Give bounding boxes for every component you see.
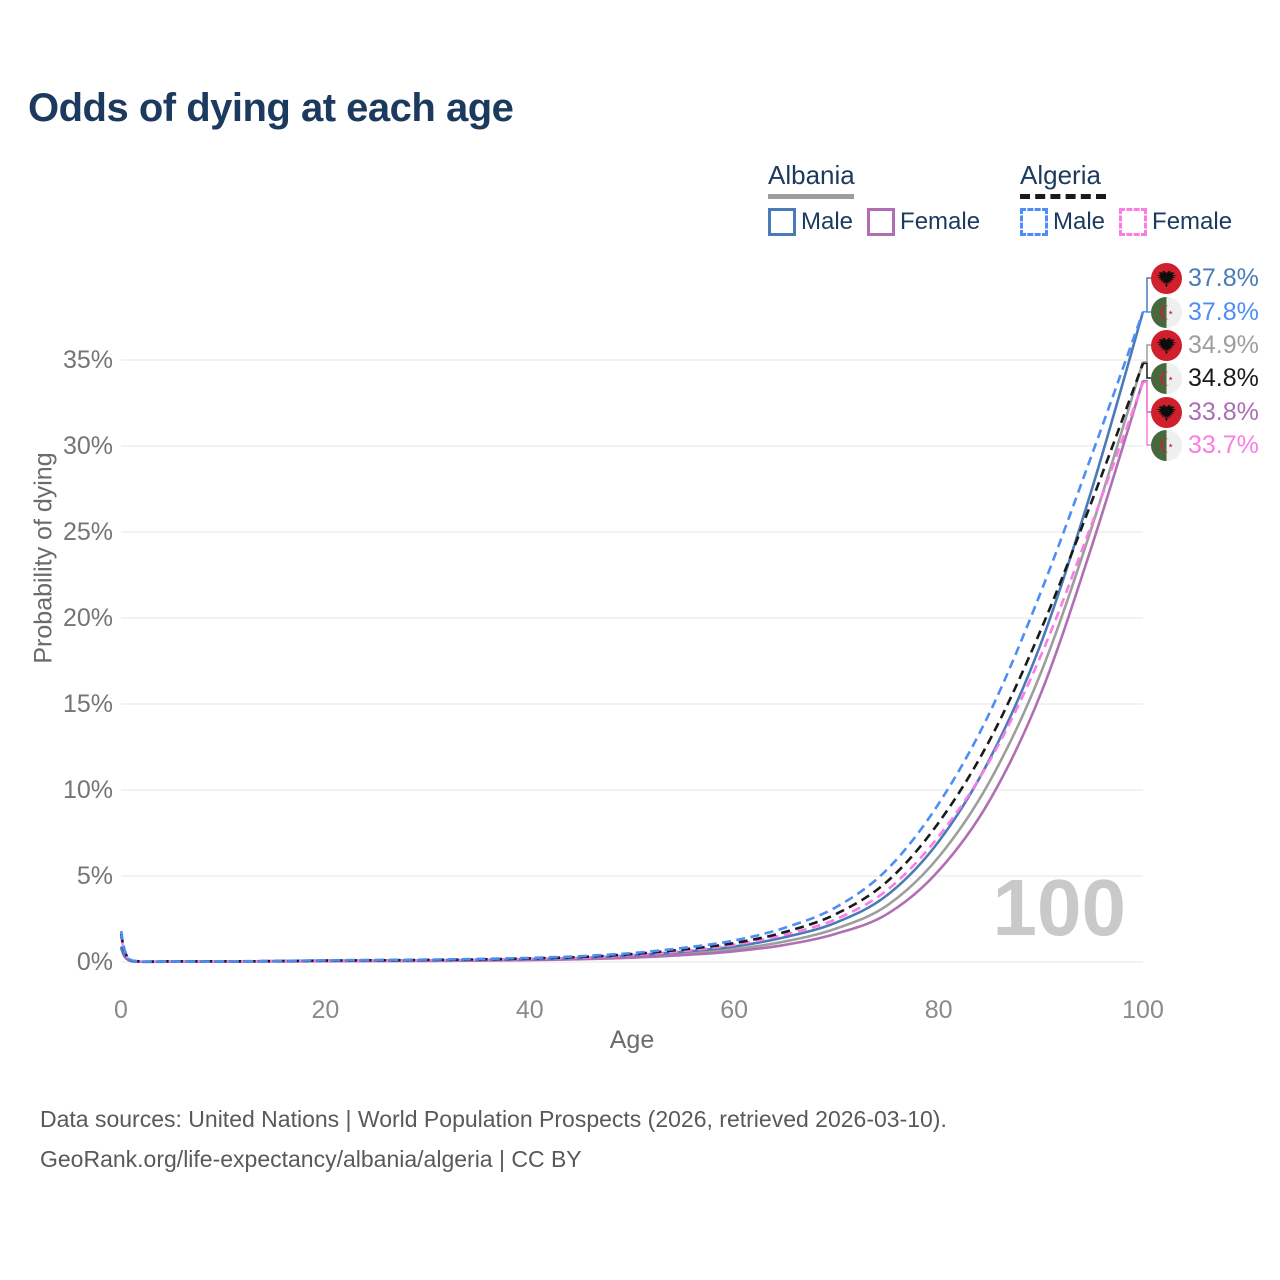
label-connector [1143,344,1151,363]
y-tick-label: 20% [62,604,113,632]
x-tick-label: 20 [311,996,340,1024]
legend-item-albania-female[interactable]: Female [867,208,980,236]
y-tick-label: 0% [76,948,113,976]
footer-attribution-link: GeoRank.org/life-expectancy/albania/alge… [40,1146,582,1172]
albania-female-swatch-icon [867,208,896,236]
label-connector [1143,277,1151,313]
label-connector [1143,381,1151,446]
x-tick-label: 0 [114,996,128,1024]
albania-flag-icon [1151,262,1182,294]
footer-data-sources: Data sources: United Nations | World Pop… [40,1106,947,1132]
algeria-flag-icon [1151,296,1182,328]
algeria-female-swatch-icon [1119,208,1148,236]
label-connector [1143,362,1151,379]
x-tick-label: 100 [1122,996,1164,1024]
legend-group-algeria: Algeria Male Female [1020,160,1232,236]
legend-label-algeria-male: Male [1053,208,1106,235]
algeria-flag-icon [1151,429,1182,461]
end-label-albania-female: 33.8% [1151,396,1259,428]
albania-flag-icon [1151,396,1182,428]
end-value: 34.9% [1188,330,1259,359]
y-tick-label: 15% [62,690,113,718]
series-line-albania-male[interactable] [119,311,1145,964]
algeria-male-swatch-icon [1020,208,1048,236]
end-value: 37.8% [1188,263,1259,292]
x-tick-label: 80 [924,996,953,1024]
algeria-dashed-line-swatch [1020,194,1106,199]
x-tick-label: 60 [720,996,749,1024]
legend-group-albania: Albania Male Female [768,160,980,236]
end-label-algeria-both: 34.8% [1151,362,1259,394]
algeria-flag-icon [1151,362,1182,394]
age-counter-watermark: 100 [992,863,1126,952]
end-value: 33.7% [1188,430,1259,459]
albania-solid-line-swatch [768,194,854,199]
x-axis-title: Age [609,1026,655,1054]
end-value: 37.8% [1188,297,1259,326]
end-label-algeria-female: 33.7% [1151,429,1259,461]
end-label-albania-male: 37.8% [1151,262,1259,294]
legend-item-algeria-female[interactable]: Female [1119,208,1232,236]
legend-label-albania-male: Male [801,208,854,235]
albania-flag-icon [1151,329,1182,361]
y-tick-label: 35% [62,346,113,374]
legend-country-albania[interactable]: Albania [768,160,855,190]
x-tick-label: 40 [515,996,544,1024]
end-value: 33.8% [1188,397,1259,426]
y-tick-label: 30% [62,432,113,460]
y-tick-label: 10% [62,776,113,804]
legend-label-albania-female: Female [900,208,981,235]
series-line-algeria-male[interactable] [119,311,1145,963]
page-title: Odds of dying at each age [28,86,514,130]
legend-country-algeria[interactable]: Algeria [1020,160,1101,190]
end-label-albania-both: 34.9% [1151,329,1259,361]
legend-item-algeria-male[interactable]: Male [1020,208,1105,236]
legend-item-albania-male[interactable]: Male [768,208,853,236]
albania-male-swatch-icon [768,208,796,236]
legend-label-algeria-female: Female [1152,208,1233,235]
end-value: 34.8% [1188,363,1259,392]
end-label-algeria-male: 37.8% [1151,296,1259,328]
y-tick-label: 5% [76,862,113,890]
y-tick-label: 25% [62,518,113,546]
